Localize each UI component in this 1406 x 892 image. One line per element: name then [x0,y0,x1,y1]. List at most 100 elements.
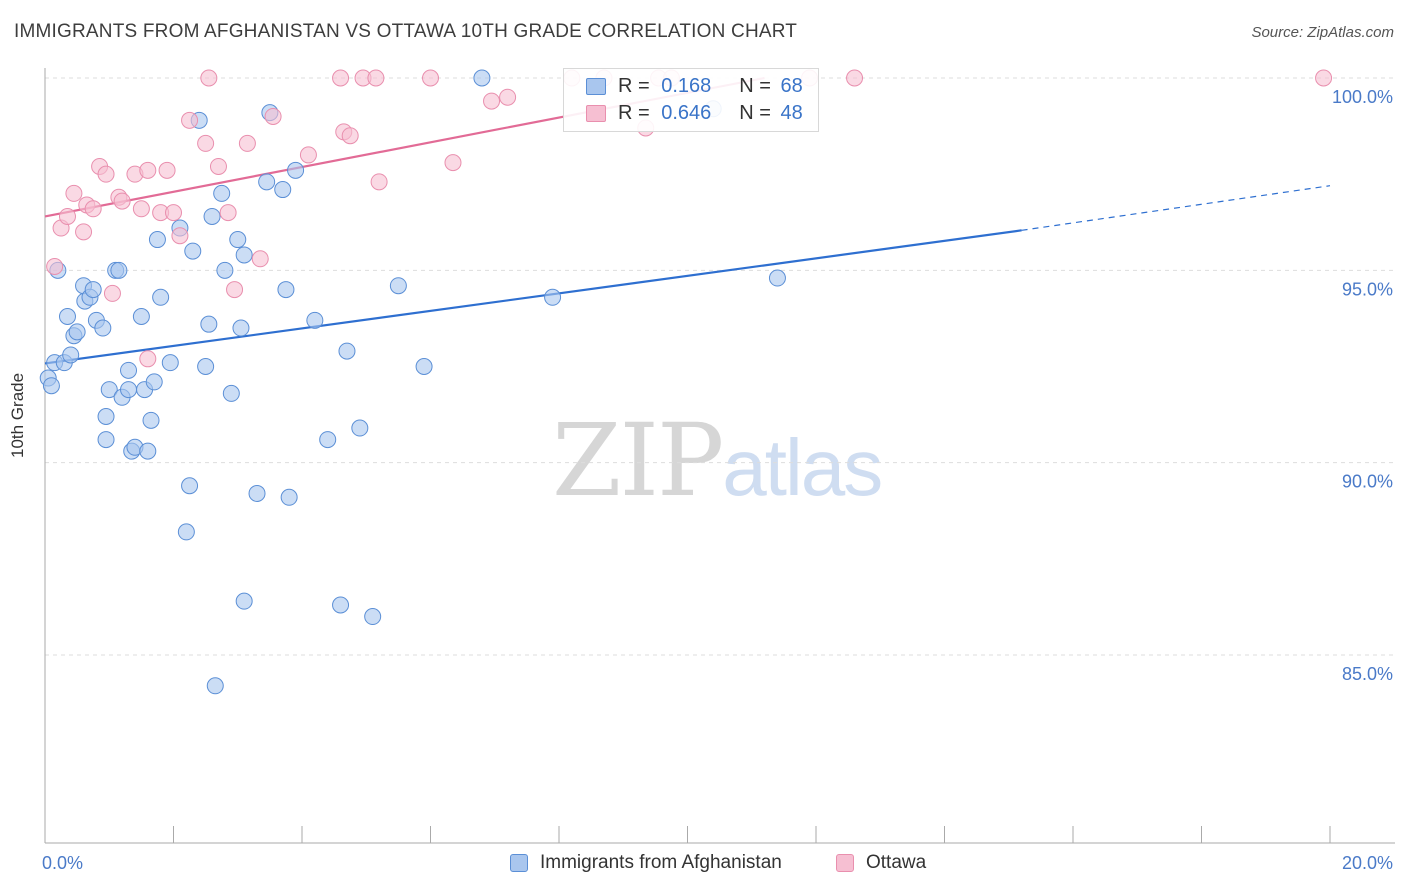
point-pink [1315,69,1333,87]
point-blue [120,381,138,399]
point-blue [235,592,253,610]
point-blue [94,319,112,337]
point-pink [84,200,102,218]
point-pink [171,227,189,245]
legend-item-ottawa[interactable]: Ottawa [836,852,926,874]
point-blue [544,288,562,306]
point-blue [222,384,240,402]
point-blue [132,307,150,325]
point-pink [165,204,182,222]
point-blue [152,288,170,306]
point-blue [213,184,231,202]
source-label: Source: ZipAtlas.com [1251,24,1394,41]
legend-swatch-pink [836,854,854,872]
point-pink [139,161,157,179]
point-pink [46,257,64,275]
point-blue [389,277,407,295]
point-blue [42,377,60,395]
chart-title: IMMIGRANTS FROM AFGHANISTAN VS OTTAWA 10… [14,21,798,42]
point-pink [341,127,359,145]
point-blue [84,281,102,299]
point-blue [280,488,298,506]
pink-n-value: 48 [780,102,803,124]
point-pink [367,69,385,87]
point-pink [139,350,157,368]
trend-line-blue [44,229,1022,365]
watermark-atlas: atlas [722,423,883,512]
point-pink [65,184,83,202]
point-blue [142,411,160,429]
gridlines [45,77,1395,656]
point-blue [120,361,138,379]
point-blue [139,442,157,460]
point-pink [226,281,244,299]
data-points [39,69,1333,695]
point-pink [483,92,501,110]
point-pink [158,161,176,179]
point-blue [232,319,250,337]
point-blue [184,242,202,260]
legend-label-ottawa: Ottawa [866,852,927,873]
point-pink [197,134,215,152]
point-blue [229,231,247,249]
point-pink [299,146,317,164]
pink-n-label: N = [739,102,777,124]
point-blue [216,261,234,279]
point-blue [100,381,118,399]
point-pink [97,165,115,183]
point-pink [846,69,864,87]
point-blue [473,69,491,87]
point-blue [338,342,356,360]
watermark: ZIPatlas [552,402,883,519]
point-blue [768,269,786,287]
point-pink [499,88,517,106]
pink-swatch [586,105,606,122]
point-blue [97,408,115,426]
blue-r-label: R = [618,75,656,97]
x-tick-label: 20.0% [1342,853,1393,873]
y-tick-label: 100.0% [1332,87,1393,107]
point-pink [75,223,93,241]
point-pink [103,284,121,302]
point-blue [62,346,80,364]
point-blue [235,246,253,264]
point-blue [145,373,163,391]
point-blue [287,161,305,179]
point-pink [132,200,150,218]
point-blue [181,477,199,495]
point-blue [351,419,369,437]
point-pink [209,157,227,175]
x-tick-label: 0.0% [42,853,83,873]
point-blue [206,677,224,695]
point-pink [332,69,350,87]
point-blue [277,281,295,299]
point-blue [97,431,115,449]
point-blue [248,484,266,502]
y-tick-label: 85.0% [1342,664,1393,684]
point-blue [68,323,86,341]
legend-swatch-blue [510,854,528,872]
legend-label-afghanistan: Immigrants from Afghanistan [540,852,782,873]
point-blue [274,181,292,199]
point-blue [110,261,128,279]
point-blue [203,207,221,225]
point-blue [197,358,215,375]
point-pink [251,250,269,268]
point-blue [319,431,337,449]
point-blue [332,596,350,614]
point-blue [58,307,76,325]
axes [44,68,1395,844]
point-pink [264,107,282,125]
point-blue [200,315,218,333]
y-tick-label: 90.0% [1342,472,1393,492]
point-pink [113,192,131,210]
blue-n-label: N = [739,75,777,97]
blue-swatch [586,78,606,95]
y-tick-label: 95.0% [1342,279,1393,299]
point-pink [238,134,256,152]
pink-r-value: 0.646 [661,102,712,124]
stats-row-blue: R = 0.168 N = 68 [586,75,803,98]
stats-legend: R = 0.168 N = 68 R = 0.646 N = 48 [563,68,819,132]
legend-item-afghanistan[interactable]: Immigrants from Afghanistan [510,852,782,874]
